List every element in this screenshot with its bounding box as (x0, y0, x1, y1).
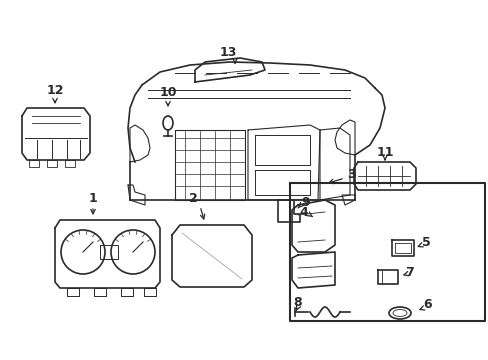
Text: 2: 2 (188, 192, 197, 204)
Text: 11: 11 (375, 145, 393, 158)
Text: 10: 10 (159, 86, 176, 99)
Text: 12: 12 (46, 84, 63, 96)
Text: 7: 7 (405, 266, 413, 279)
Text: 4: 4 (299, 206, 308, 219)
Text: 5: 5 (421, 237, 429, 249)
Text: 9: 9 (301, 197, 310, 210)
Text: 1: 1 (88, 192, 97, 204)
Text: 3: 3 (347, 168, 356, 181)
Text: 6: 6 (423, 298, 431, 311)
Text: 8: 8 (293, 297, 302, 310)
Text: 13: 13 (219, 45, 236, 58)
